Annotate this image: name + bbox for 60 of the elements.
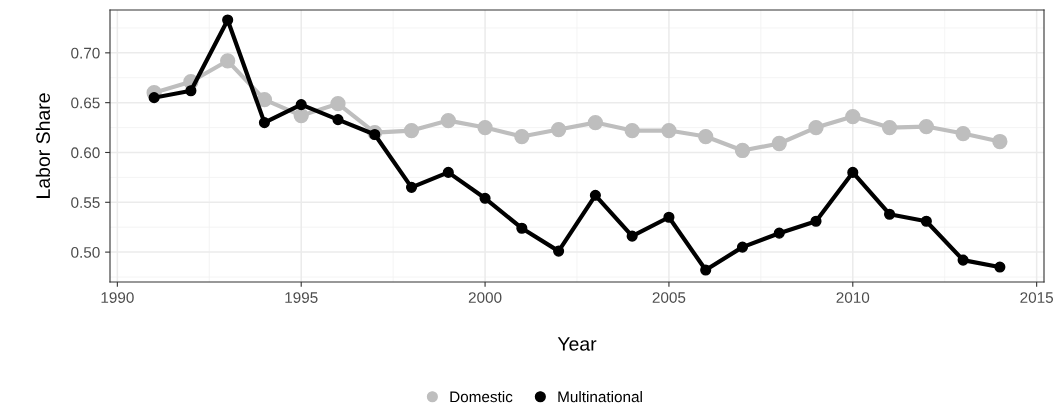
point <box>403 122 420 139</box>
point <box>881 119 898 136</box>
y-axis-title: Labor Share <box>35 93 51 198</box>
point <box>330 96 346 112</box>
point <box>698 128 714 145</box>
point <box>553 245 565 257</box>
point <box>624 122 640 139</box>
x-tick-label: 2015 <box>1020 292 1053 303</box>
x-tick-label: 2000 <box>468 292 502 303</box>
point <box>847 166 859 178</box>
point <box>661 122 677 139</box>
point <box>479 192 491 204</box>
point <box>295 99 307 111</box>
point <box>293 107 309 124</box>
point <box>994 261 1006 273</box>
y-tick-label: 0.65 <box>71 97 100 109</box>
x-tick-label: 1990 <box>101 292 134 303</box>
point <box>258 117 270 129</box>
point <box>773 227 785 239</box>
point <box>626 230 638 242</box>
point <box>810 215 822 227</box>
point <box>736 241 749 253</box>
point <box>148 92 160 104</box>
point <box>550 121 567 138</box>
point <box>222 14 234 26</box>
point <box>587 114 604 131</box>
point <box>700 264 712 276</box>
legend-label: Domestic <box>450 391 513 403</box>
point <box>992 133 1008 150</box>
point <box>516 222 528 234</box>
point <box>405 181 418 193</box>
point <box>957 254 969 266</box>
point <box>918 118 934 135</box>
y-tick-label: 0.70 <box>71 47 100 59</box>
legend-label: Multinational <box>558 391 642 403</box>
point <box>332 114 344 126</box>
x-tick-label: 1995 <box>285 292 318 303</box>
point <box>884 208 896 220</box>
point <box>220 53 236 69</box>
point <box>477 119 493 136</box>
point <box>440 112 456 129</box>
point <box>442 166 454 178</box>
point <box>663 211 675 223</box>
x-axis-title: Year <box>557 337 597 351</box>
point <box>734 142 751 159</box>
y-tick-label: 0.50 <box>71 246 100 258</box>
x-tick-label: 2010 <box>836 292 870 303</box>
point <box>808 119 824 136</box>
point <box>771 135 787 152</box>
point <box>845 108 861 125</box>
y-tick-label: 0.55 <box>71 197 100 208</box>
point <box>185 85 197 97</box>
point <box>369 128 381 141</box>
point <box>589 189 601 201</box>
x-tick-label: 2005 <box>652 292 686 303</box>
point <box>955 125 971 142</box>
point <box>256 92 273 108</box>
y-tick-label: 0.60 <box>71 147 100 159</box>
point <box>514 128 530 145</box>
point <box>920 215 932 227</box>
